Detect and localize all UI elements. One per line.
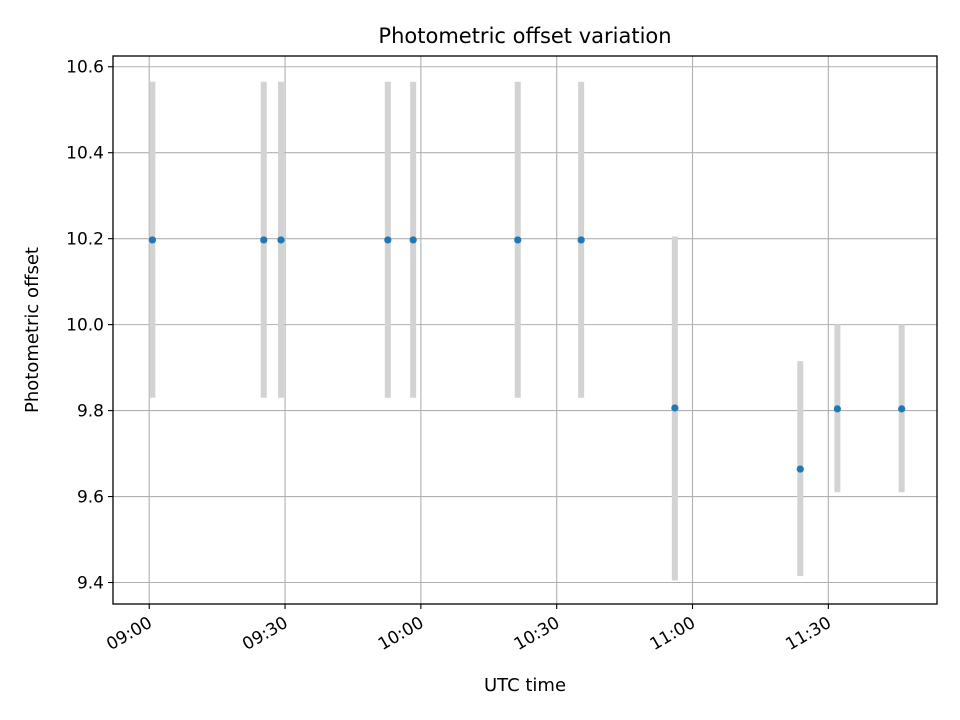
data-point	[260, 236, 268, 244]
chart-title: Photometric offset variation	[378, 24, 671, 48]
x-axis-label: UTC time	[484, 675, 566, 696]
data-point	[409, 236, 417, 244]
plot-frame	[112, 55, 938, 605]
grid	[113, 56, 937, 604]
y-tick-label: 10.4	[66, 144, 104, 164]
y-tick-label: 10.6	[66, 58, 104, 78]
data-point	[514, 236, 522, 244]
data-point	[277, 236, 285, 244]
y-tick-label: 9.4	[77, 574, 104, 594]
y-tick-label: 10.2	[66, 230, 104, 250]
y-axis-label: Photometric offset	[22, 247, 43, 413]
data-point	[148, 236, 156, 244]
data-point	[898, 405, 906, 413]
y-tick-label: 9.6	[77, 488, 104, 508]
data-points	[148, 236, 906, 473]
y-tick-label: 9.8	[77, 402, 104, 422]
data-point	[577, 236, 585, 244]
data-point	[671, 404, 679, 412]
data-point	[796, 465, 804, 473]
data-point	[384, 236, 392, 244]
y-tick-label: 10.0	[66, 316, 104, 336]
data-point	[833, 405, 841, 413]
